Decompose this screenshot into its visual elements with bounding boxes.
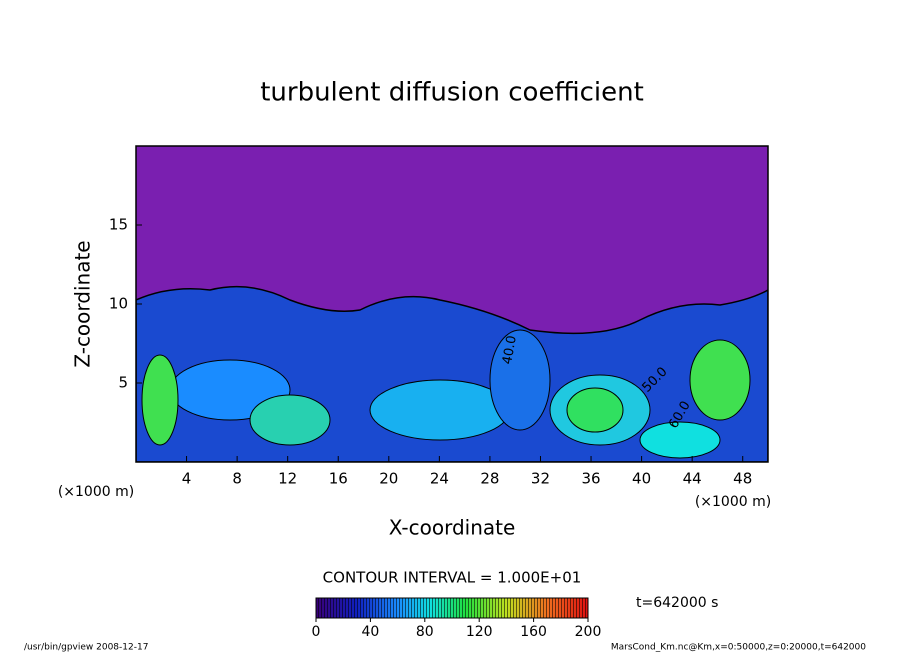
colorbar-tick-label: 40 [361,624,379,640]
x-tick-label: 48 [733,470,752,488]
contour-field [136,146,768,462]
colorbar-tick-label: 80 [416,624,434,640]
x-tick-label: 32 [531,470,550,488]
colorbar-tick-label: 200 [575,624,602,640]
x-tick-label: 12 [278,470,297,488]
contour-label: 40.0 [500,334,520,365]
x-tick-label: 44 [683,470,702,488]
y-tick-label: 10 [109,295,128,313]
y-axis-label: Z-coordinate [71,240,95,367]
x-tick-label: 8 [232,470,242,488]
x-tick-label: 28 [480,470,499,488]
colorbar-tick-label: 0 [312,624,321,640]
chart-title: turbulent diffusion coefficient [260,78,644,108]
footer-left: /usr/bin/gpview 2008-12-17 [24,643,148,653]
colorbar-tick-label: 120 [466,624,493,640]
x-tick-label: 24 [430,470,449,488]
contour-interval: CONTOUR INTERVAL = 1.000E+01 [323,569,582,587]
y-unit: (×1000 m) [695,494,771,510]
x-tick-label: 40 [632,470,651,488]
colorbar-tick-label: 160 [520,624,547,640]
time-label: t=642000 s [636,595,718,611]
x-tick-label: 16 [329,470,348,488]
x-tick-label: 36 [581,470,600,488]
colorbar-lines [315,597,589,619]
x-tick-label: 4 [182,470,192,488]
footer-right: MarsCond_Km.nc@Km,x=0:50000,z=0:20000,t=… [611,643,866,653]
y-tick-label: 15 [109,216,128,234]
x-axis-label: X-coordinate [389,516,516,540]
x-unit: (×1000 m) [58,484,134,500]
y-tick-label: 5 [118,374,128,392]
x-tick-label: 20 [379,470,398,488]
